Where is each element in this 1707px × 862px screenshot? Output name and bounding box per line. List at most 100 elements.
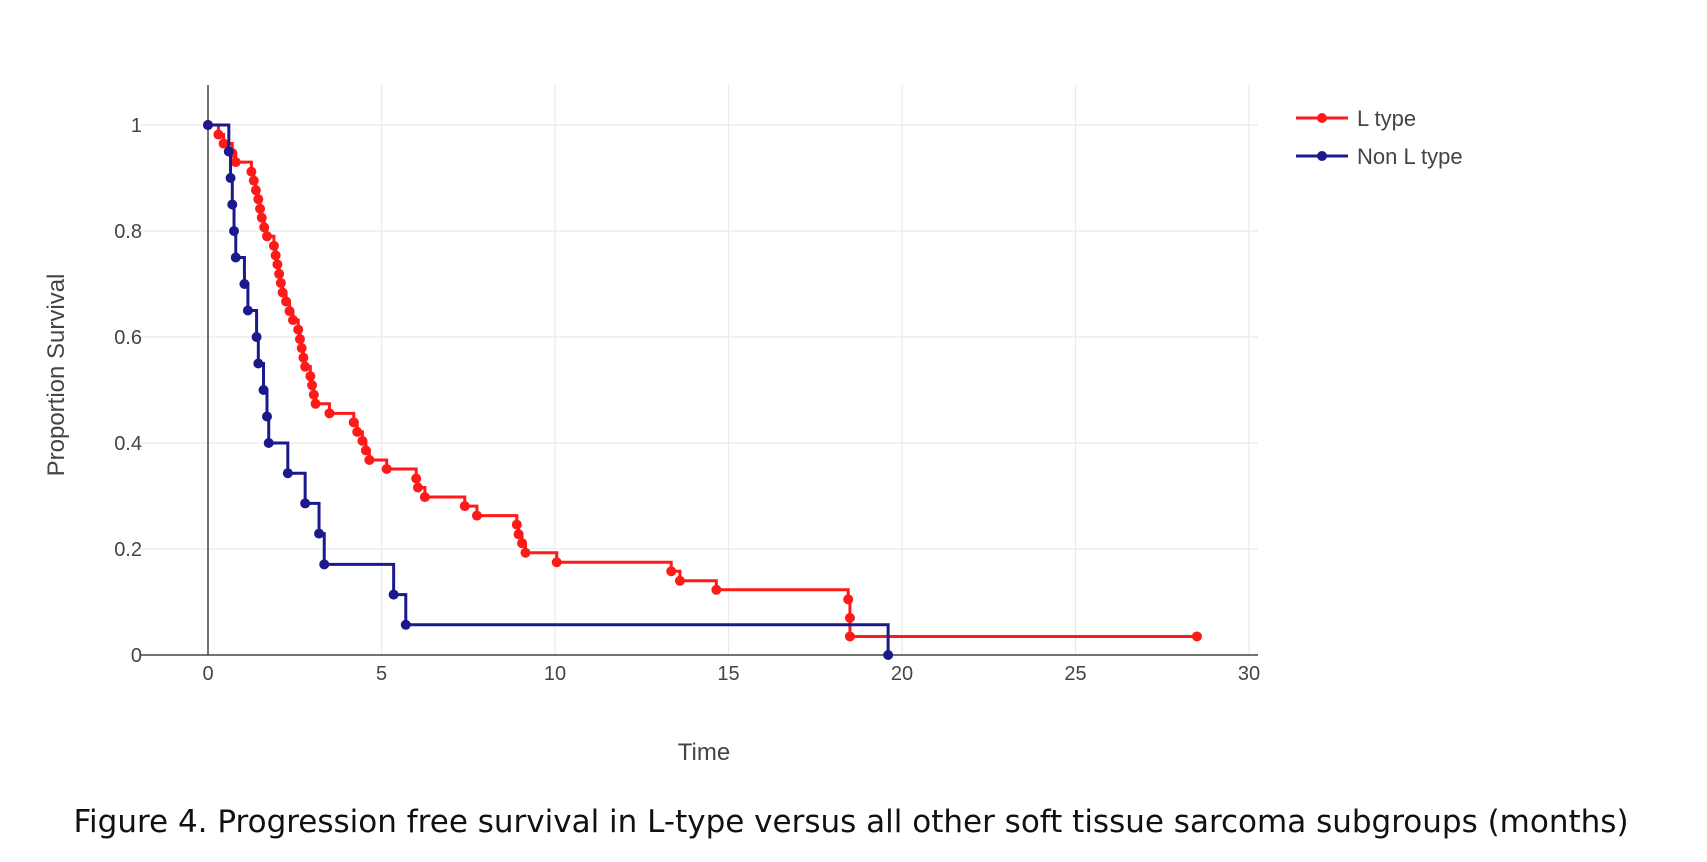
series-l-type — [203, 120, 1202, 642]
data-point-non-l-type-17 — [388, 589, 399, 600]
data-point-non-l-type-7 — [242, 305, 253, 316]
x-tick-label-4: 20 — [891, 663, 913, 685]
data-point-l-type-30 — [310, 398, 321, 409]
data-point-l-type-25 — [298, 352, 309, 363]
data-point-non-l-type-19 — [883, 650, 894, 660]
y-tick-label-5: 1 — [131, 115, 142, 137]
series-non-l-type — [203, 120, 894, 660]
data-point-non-l-type-9 — [253, 358, 264, 369]
legend-label-l-type: L type — [1357, 106, 1416, 131]
data-point-l-type-15 — [272, 259, 283, 270]
data-point-l-type-24 — [296, 343, 307, 354]
x-tick-label-3: 15 — [717, 663, 739, 685]
data-point-l-type-45 — [517, 538, 528, 549]
data-point-l-type-4 — [230, 157, 241, 168]
data-point-l-type-36 — [364, 454, 375, 465]
data-point-non-l-type-2 — [225, 173, 236, 183]
data-point-l-type-37 — [381, 463, 392, 474]
data-point-l-type-54 — [1191, 631, 1202, 642]
legend: L type Non L type — [1296, 106, 1463, 169]
data-point-l-type-48 — [666, 566, 677, 577]
data-point-l-type-20 — [284, 306, 295, 317]
data-point-non-l-type-10 — [258, 385, 269, 395]
data-point-non-l-type-12 — [263, 438, 274, 448]
y-tick-label-0: 0 — [131, 645, 142, 667]
data-point-l-type-40 — [419, 492, 430, 503]
x-tick-label-2: 10 — [544, 663, 566, 685]
data-point-l-type-34 — [357, 435, 368, 446]
data-point-l-type-26 — [300, 361, 311, 372]
data-point-l-type-28 — [307, 380, 318, 391]
series-layer — [203, 120, 1202, 660]
data-point-non-l-type-0 — [203, 120, 213, 130]
grid-lines — [140, 85, 1258, 655]
data-point-l-type-41 — [459, 501, 470, 512]
data-point-l-type-43 — [511, 519, 522, 530]
x-tick-label-1: 5 — [376, 663, 387, 685]
data-point-l-type-9 — [255, 203, 266, 214]
data-point-non-l-type-1 — [223, 146, 234, 157]
data-point-l-type-44 — [513, 529, 524, 540]
data-point-non-l-type-18 — [400, 619, 411, 630]
y-tick-label-3: 0.6 — [114, 327, 142, 349]
data-point-non-l-type-14 — [300, 498, 311, 509]
data-point-l-type-11 — [259, 222, 270, 233]
data-point-l-type-16 — [274, 268, 285, 279]
data-point-non-l-type-16 — [319, 559, 330, 570]
data-point-non-l-type-15 — [314, 528, 325, 539]
data-point-l-type-29 — [308, 389, 319, 400]
data-point-l-type-1 — [213, 129, 224, 140]
x-tick-label-0: 0 — [202, 663, 213, 685]
y-axis-title: Proportion Survival — [43, 274, 70, 477]
data-point-l-type-32 — [348, 417, 359, 428]
data-point-l-type-12 — [261, 231, 272, 242]
data-point-l-type-17 — [275, 277, 286, 288]
y-tick-label-4: 0.8 — [114, 221, 142, 243]
data-point-l-type-31 — [324, 408, 335, 419]
data-point-l-type-27 — [305, 371, 316, 382]
data-point-l-type-6 — [248, 175, 259, 186]
data-point-non-l-type-13 — [282, 468, 293, 479]
axes — [140, 85, 1258, 656]
legend-item-l-type: L type — [1296, 106, 1416, 131]
data-point-l-type-35 — [360, 445, 371, 456]
x-tick-label-5: 25 — [1064, 663, 1086, 685]
data-point-l-type-42 — [471, 510, 482, 521]
legend-item-non-l-type: Non L type — [1296, 144, 1463, 169]
data-point-l-type-7 — [250, 185, 261, 196]
data-point-l-type-50 — [711, 584, 722, 595]
data-point-non-l-type-4 — [229, 226, 240, 236]
data-point-l-type-38 — [411, 473, 422, 484]
data-point-non-l-type-11 — [261, 411, 272, 422]
x-tick-labels: 0 5 10 15 20 25 30 — [202, 663, 1260, 685]
data-point-l-type-51 — [843, 594, 854, 605]
data-point-l-type-23 — [294, 334, 305, 345]
data-point-l-type-53 — [844, 631, 855, 642]
x-axis-title: Time — [678, 739, 730, 766]
legend-label-non-l-type: Non L type — [1357, 144, 1463, 169]
series-line-non-l-type — [208, 123, 890, 655]
data-point-l-type-13 — [268, 240, 279, 251]
legend-marker-l-type — [1317, 113, 1327, 123]
data-point-l-type-10 — [256, 212, 267, 223]
y-tick-label-1: 0.2 — [114, 539, 142, 561]
y-tick-labels: 0 0.2 0.4 0.6 0.8 1 — [114, 115, 142, 667]
data-point-l-type-14 — [270, 250, 281, 261]
legend-marker-non-l-type — [1317, 151, 1327, 161]
series-line-l-type — [208, 123, 1197, 638]
y-tick-label-2: 0.4 — [114, 433, 142, 455]
data-point-l-type-39 — [412, 482, 423, 493]
data-point-non-l-type-3 — [227, 199, 238, 210]
figure-caption: Figure 4. Progression free survival in L… — [73, 804, 1628, 840]
data-point-l-type-49 — [674, 575, 685, 586]
data-point-non-l-type-5 — [230, 252, 241, 263]
data-point-l-type-8 — [253, 194, 264, 205]
data-point-l-type-2 — [218, 138, 229, 149]
data-point-l-type-18 — [277, 287, 288, 298]
data-point-l-type-33 — [352, 426, 363, 437]
data-point-non-l-type-8 — [251, 332, 262, 342]
data-point-l-type-19 — [281, 296, 292, 307]
data-point-l-type-46 — [520, 547, 531, 558]
data-point-l-type-52 — [844, 612, 855, 623]
